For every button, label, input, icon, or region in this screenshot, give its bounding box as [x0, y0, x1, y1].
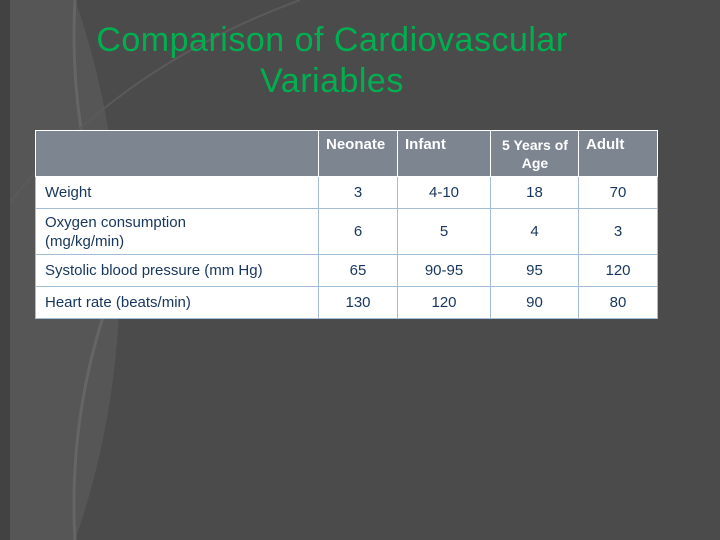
- row-label: Heart rate (beats/min): [35, 286, 319, 319]
- slide-title: Comparison of Cardiovascular Variables: [0, 20, 664, 102]
- cell-value: 80: [578, 286, 658, 319]
- header-5-years: 5 Years of Age: [490, 130, 579, 177]
- table-row-systolic-bp: Systolic blood pressure (mm Hg) 65 90-95…: [35, 254, 658, 287]
- cell-value: 18: [490, 176, 579, 209]
- row-label: Systolic blood pressure (mm Hg): [35, 254, 319, 287]
- slide-title-line1: Comparison of Cardiovascular: [96, 21, 568, 59]
- table-header-row: Neonate Infant 5 Years of Age Adult: [35, 130, 658, 177]
- cell-value: 90: [490, 286, 579, 319]
- cell-value: 95: [490, 254, 579, 287]
- cell-value: 6: [318, 208, 398, 255]
- header-empty-cell: [35, 130, 319, 177]
- table-row-weight: Weight 3 4-10 18 70: [35, 176, 658, 209]
- comparison-table: Neonate Infant 5 Years of Age Adult Weig…: [35, 130, 658, 319]
- header-neonate: Neonate: [318, 130, 398, 177]
- table-row-heart-rate: Heart rate (beats/min) 130 120 90 80: [35, 286, 658, 319]
- slide-title-line2: Variables: [260, 62, 404, 100]
- cell-value: 70: [578, 176, 658, 209]
- cell-value: 3: [318, 176, 398, 209]
- cell-value: 90-95: [397, 254, 491, 287]
- cell-value: 65: [318, 254, 398, 287]
- header-adult: Adult: [578, 130, 658, 177]
- cell-value: 4: [490, 208, 579, 255]
- cell-value: 4-10: [397, 176, 491, 209]
- cell-value: 120: [578, 254, 658, 287]
- cell-value: 130: [318, 286, 398, 319]
- table-row-oxygen-consumption: Oxygen consumption (mg/kg/min) 6 5 4 3: [35, 208, 658, 255]
- cell-value: 5: [397, 208, 491, 255]
- header-infant: Infant: [397, 130, 491, 177]
- row-label: Weight: [35, 176, 319, 209]
- cell-value: 120: [397, 286, 491, 319]
- cell-value: 3: [578, 208, 658, 255]
- row-label: Oxygen consumption (mg/kg/min): [35, 208, 319, 255]
